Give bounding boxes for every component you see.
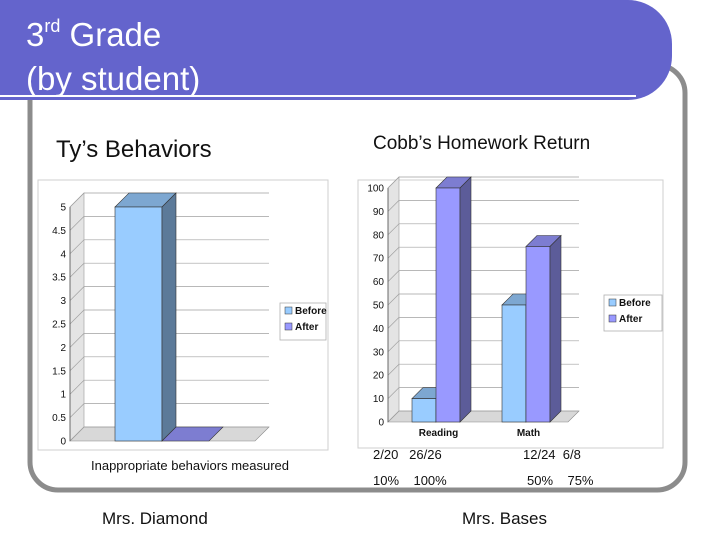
y-tick-label: 1.5 xyxy=(52,366,66,377)
right-chart-heading: Cobb’s Homework Return xyxy=(373,133,590,154)
y-tick-label: 10 xyxy=(373,394,385,405)
x-category-label: Math xyxy=(517,428,540,439)
bar-front-face xyxy=(435,187,461,423)
y-tick-label: 3 xyxy=(60,296,66,307)
y-tick-label: 100 xyxy=(367,184,384,195)
title-bar xyxy=(0,0,672,100)
y-tick-label: 80 xyxy=(373,230,385,241)
y-tick-label: 60 xyxy=(373,277,385,288)
bar-front-face xyxy=(501,304,527,423)
chart-legend: Before After xyxy=(279,302,327,341)
gridline xyxy=(69,403,269,418)
chart-bars xyxy=(411,176,562,423)
legend-swatch-before xyxy=(608,298,617,307)
bar-front-face xyxy=(114,206,163,442)
gridline xyxy=(69,356,269,372)
gridline xyxy=(69,309,269,325)
gridline xyxy=(69,192,269,208)
reading-counts: 2/20 26/26 xyxy=(373,447,442,462)
bar-front-face xyxy=(411,398,437,423)
y-tick-label: 70 xyxy=(373,254,385,265)
bar-top-face xyxy=(161,426,224,442)
bar-front-face xyxy=(525,246,551,423)
bar-after xyxy=(161,426,224,442)
right-teacher-name: Mrs. Bases xyxy=(462,509,547,528)
chart-bars xyxy=(114,192,224,442)
homework-chart: 0 10 20 30 40 50 60 70 80 90 100 Reading Math Befor… xyxy=(357,176,664,449)
title-sup: rd xyxy=(44,16,60,36)
legend-swatch-before xyxy=(284,306,293,315)
y-axis-ticks: 0 0.5 1 1.5 2 2.5 3 3.5 4 4.5 5 xyxy=(52,203,66,448)
y-tick-label: 30 xyxy=(373,347,385,358)
bar-before xyxy=(114,192,177,442)
legend-label-before: Before xyxy=(295,306,327,317)
math-percents: 50% 75% xyxy=(527,473,594,488)
bar-after-reading xyxy=(435,176,472,423)
gridline xyxy=(69,239,269,255)
title-rest: Grade xyxy=(60,16,161,53)
left-chart-heading: Ty’s Behaviors xyxy=(56,136,212,163)
title-main: 3 xyxy=(26,16,44,53)
y-tick-label: 0.5 xyxy=(52,413,66,424)
y-tick-label: 40 xyxy=(373,324,385,335)
gridline xyxy=(69,286,269,301)
x-category-label: Reading xyxy=(419,428,458,439)
gridline xyxy=(387,246,579,259)
legend-label-after: After xyxy=(619,314,642,325)
y-tick-label: 2 xyxy=(60,343,66,354)
bar-side-face xyxy=(161,192,177,442)
legend-label-after: After xyxy=(295,322,318,333)
gridline xyxy=(387,176,579,189)
gridline xyxy=(387,223,579,236)
reading-percents: 10% 100% xyxy=(373,473,447,488)
slide-title-line1: 3rd Grade xyxy=(26,16,161,53)
gridline xyxy=(69,379,269,395)
y-tick-label: 3.5 xyxy=(52,273,66,284)
y-tick-label: 2.5 xyxy=(52,320,66,331)
y-tick-label: 1 xyxy=(60,390,66,401)
gridline xyxy=(387,270,579,282)
gridline xyxy=(69,333,269,348)
bar-side-face xyxy=(549,234,562,423)
y-tick-label: 50 xyxy=(373,301,385,312)
chart-legend: Before After xyxy=(603,294,663,332)
slide-title-line2: (by student) xyxy=(26,60,200,97)
y-tick-label: 0 xyxy=(378,418,384,429)
y-tick-label: 0 xyxy=(60,437,66,448)
behaviors-chart: 0 0.5 1 1.5 2 2.5 3 3.5 4 4.5 5 Before After xyxy=(37,179,329,451)
y-tick-label: 5 xyxy=(60,203,66,214)
x-axis-labels: Reading Math xyxy=(419,428,540,439)
gridline xyxy=(69,262,269,278)
legend-swatch-after xyxy=(284,322,293,331)
gridline xyxy=(387,200,579,212)
legend-swatch-after xyxy=(608,314,617,323)
math-counts: 12/24 6/8 xyxy=(523,447,581,462)
y-tick-label: 20 xyxy=(373,371,385,382)
bar-side-face xyxy=(459,176,472,423)
y-tick-label: 4 xyxy=(60,249,66,260)
behaviors-measured-label: Inappropriate behaviors measured xyxy=(91,458,289,473)
bar-after-math xyxy=(525,234,562,423)
left-teacher-name: Mrs. Diamond xyxy=(102,509,208,528)
legend-label-before: Before xyxy=(619,298,651,309)
y-axis-ticks: 0 10 20 30 40 50 60 70 80 90 100 xyxy=(367,184,384,429)
y-tick-label: 90 xyxy=(373,207,385,218)
y-tick-label: 4.5 xyxy=(52,226,66,237)
gridline xyxy=(69,216,269,231)
